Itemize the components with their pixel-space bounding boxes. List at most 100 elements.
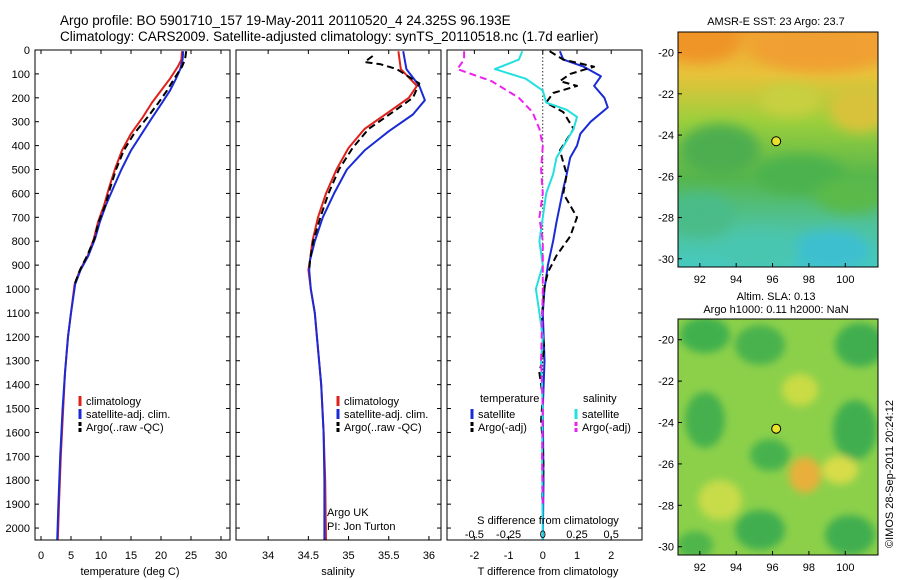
series-line-satellite xyxy=(493,50,578,540)
top-tick-label: 0 xyxy=(540,529,546,541)
map-y-tick-label: -22 xyxy=(658,376,674,388)
temperature-ticks xyxy=(35,49,230,540)
x-tick-label: 15 xyxy=(125,550,137,562)
salinity-xlabel: salinity xyxy=(321,566,355,578)
sla-map-title-line2: Argo h1000: 0.11 h2000: NaN xyxy=(703,304,848,316)
x-tick-label: 30 xyxy=(215,550,227,562)
difference-frame xyxy=(446,49,643,541)
x-tick-label: 35.5 xyxy=(378,550,399,562)
depth-tick-label: 1500 xyxy=(6,404,30,416)
sst-map-frame xyxy=(677,31,879,268)
map-y-tick-label: -26 xyxy=(658,171,674,183)
depth-tick-label: 100 xyxy=(12,69,30,81)
legend-header-temperature: temperature xyxy=(480,393,539,405)
top-tick-label: -0.25 xyxy=(496,529,521,541)
series-line-satellite-adj-clim xyxy=(308,51,426,540)
depth-tick-label: 1700 xyxy=(6,451,30,463)
salinity-frame xyxy=(235,49,442,541)
depth-tick-label: 900 xyxy=(12,260,30,272)
difference-ticks xyxy=(447,49,642,540)
map-x-tick-label: 96 xyxy=(766,562,778,574)
depth-tick-label: 1100 xyxy=(6,308,30,320)
map-y-tick-label: -30 xyxy=(658,254,674,266)
depth-tick-label: 1800 xyxy=(6,475,30,487)
sla-field xyxy=(678,319,878,555)
series-line-argo-adj xyxy=(456,51,544,505)
x-tick-label: -1 xyxy=(504,550,514,562)
x-tick-label: 34.5 xyxy=(298,550,319,562)
x-tick-label: -2 xyxy=(469,550,479,562)
series-line-climatology xyxy=(56,51,183,540)
x-tick-label: 25 xyxy=(185,550,197,562)
map-y-tick-label: -22 xyxy=(658,89,674,101)
map-x-tick-label: 98 xyxy=(803,274,815,286)
depth-tick-label: 1000 xyxy=(6,284,30,296)
map-x-tick-label: 98 xyxy=(803,562,815,574)
legend-label: Argo(-adj) xyxy=(478,422,527,434)
map-x-tick-label: 94 xyxy=(730,562,742,574)
sst-field xyxy=(678,32,878,267)
temperature-xlabel: temperature (deg C) xyxy=(80,566,179,578)
salinity-ticks xyxy=(236,49,441,540)
sla-map-title-line1: Altim. SLA: 0.13 xyxy=(737,291,816,303)
depth-tick-label: 300 xyxy=(12,117,30,129)
x-tick-label: 34 xyxy=(262,550,274,562)
difference-series xyxy=(456,50,609,540)
header-title-line2: Climatology: CARS2009. Satellite-adjuste… xyxy=(60,29,599,44)
legend-label: Argo(..raw -QC) xyxy=(86,422,164,434)
map-y-tick-label: -28 xyxy=(658,213,674,225)
top-tick-label: -0.5 xyxy=(465,529,484,541)
difference-legend: temperature salinitysatelliteArgo(-adj)sa… xyxy=(470,393,631,434)
depth-tick-label: 2000 xyxy=(6,523,30,535)
legend-label: Argo(-adj) xyxy=(582,422,631,434)
x-tick-label: 5 xyxy=(68,550,74,562)
argo-position-marker xyxy=(771,136,782,147)
sst-map-ticks: 92 94 96 98 100 -20 -22 -24 -26 -28 -30 xyxy=(658,48,854,286)
series-line-argo-raw-qc xyxy=(308,55,421,270)
x-tick-label: 35 xyxy=(342,550,354,562)
argo-uk-label: Argo UK xyxy=(327,507,369,519)
s-difference-label: S difference from climatology xyxy=(477,515,619,527)
salinity-series xyxy=(307,51,426,540)
depth-axis-labels: 0 100 200 300 400 500 600 700 800 900 1000 1100 1200… xyxy=(6,45,30,535)
map-x-tick-label: 94 xyxy=(730,274,742,286)
depth-tick-label: 700 xyxy=(12,212,30,224)
salinity-tick-labels: 34 34.5 35 35.5 36 xyxy=(262,550,435,562)
map-x-tick-label: 96 xyxy=(766,274,778,286)
depth-tick-label: 1200 xyxy=(6,332,30,344)
series-line-satellite-adj-clim xyxy=(56,51,185,540)
temperature-series xyxy=(56,51,188,540)
sla-map-ticks: 92 94 96 98 100 -20 -22 -24 -26 -28 -30 xyxy=(658,335,854,574)
map-y-tick-label: -24 xyxy=(658,418,674,430)
map-x-tick-label: 100 xyxy=(836,274,854,286)
difference-tick-labels: -2 -1 0 1 2 xyxy=(469,550,614,562)
salinity-panel: 34 34.5 35 35.5 36 salinity climatologysatel… xyxy=(235,49,442,578)
sst-map-title: AMSR-E SST: 23 Argo: 23.7 xyxy=(707,16,845,28)
top-tick-label: 0.5 xyxy=(604,529,619,541)
depth-tick-label: 400 xyxy=(12,141,30,153)
depth-tick-label: 1400 xyxy=(6,380,30,392)
x-tick-label: 20 xyxy=(155,550,167,562)
depth-tick-label: 1300 xyxy=(6,356,30,368)
map-y-tick-label: -20 xyxy=(658,335,674,347)
temperature-tick-labels: 0 5 10 15 20 25 30 xyxy=(38,550,227,562)
temperature-frame xyxy=(34,49,231,541)
series-line-argo-raw-qc xyxy=(73,51,188,285)
depth-tick-label: 500 xyxy=(12,165,30,177)
sla-map: Altim. SLA: 0.13 Argo h1000: 0.11 h2000:… xyxy=(658,291,879,574)
depth-tick-label: 1600 xyxy=(6,427,30,439)
top-tick-label: 0.25 xyxy=(566,529,587,541)
series-line-satellite xyxy=(541,50,609,540)
map-y-tick-label: -24 xyxy=(658,130,674,142)
temperature-panel: 0 5 10 15 20 25 30 temperature (deg C) climato… xyxy=(34,49,231,578)
x-tick-label: 36 xyxy=(423,550,435,562)
depth-tick-label: 600 xyxy=(12,188,30,200)
legend-label: Argo(..raw -QC) xyxy=(344,422,422,434)
imos-credit: ©IMOS 28-Sep-2011 20:24:12 xyxy=(884,400,896,548)
x-tick-label: 0 xyxy=(38,550,44,562)
difference-panel: -2 -1 0 1 2 -0.5 -0.25 0 0.25 0.5 S difference f… xyxy=(446,49,643,578)
argo-position-marker xyxy=(771,423,782,434)
depth-tick-label: 0 xyxy=(24,45,30,57)
